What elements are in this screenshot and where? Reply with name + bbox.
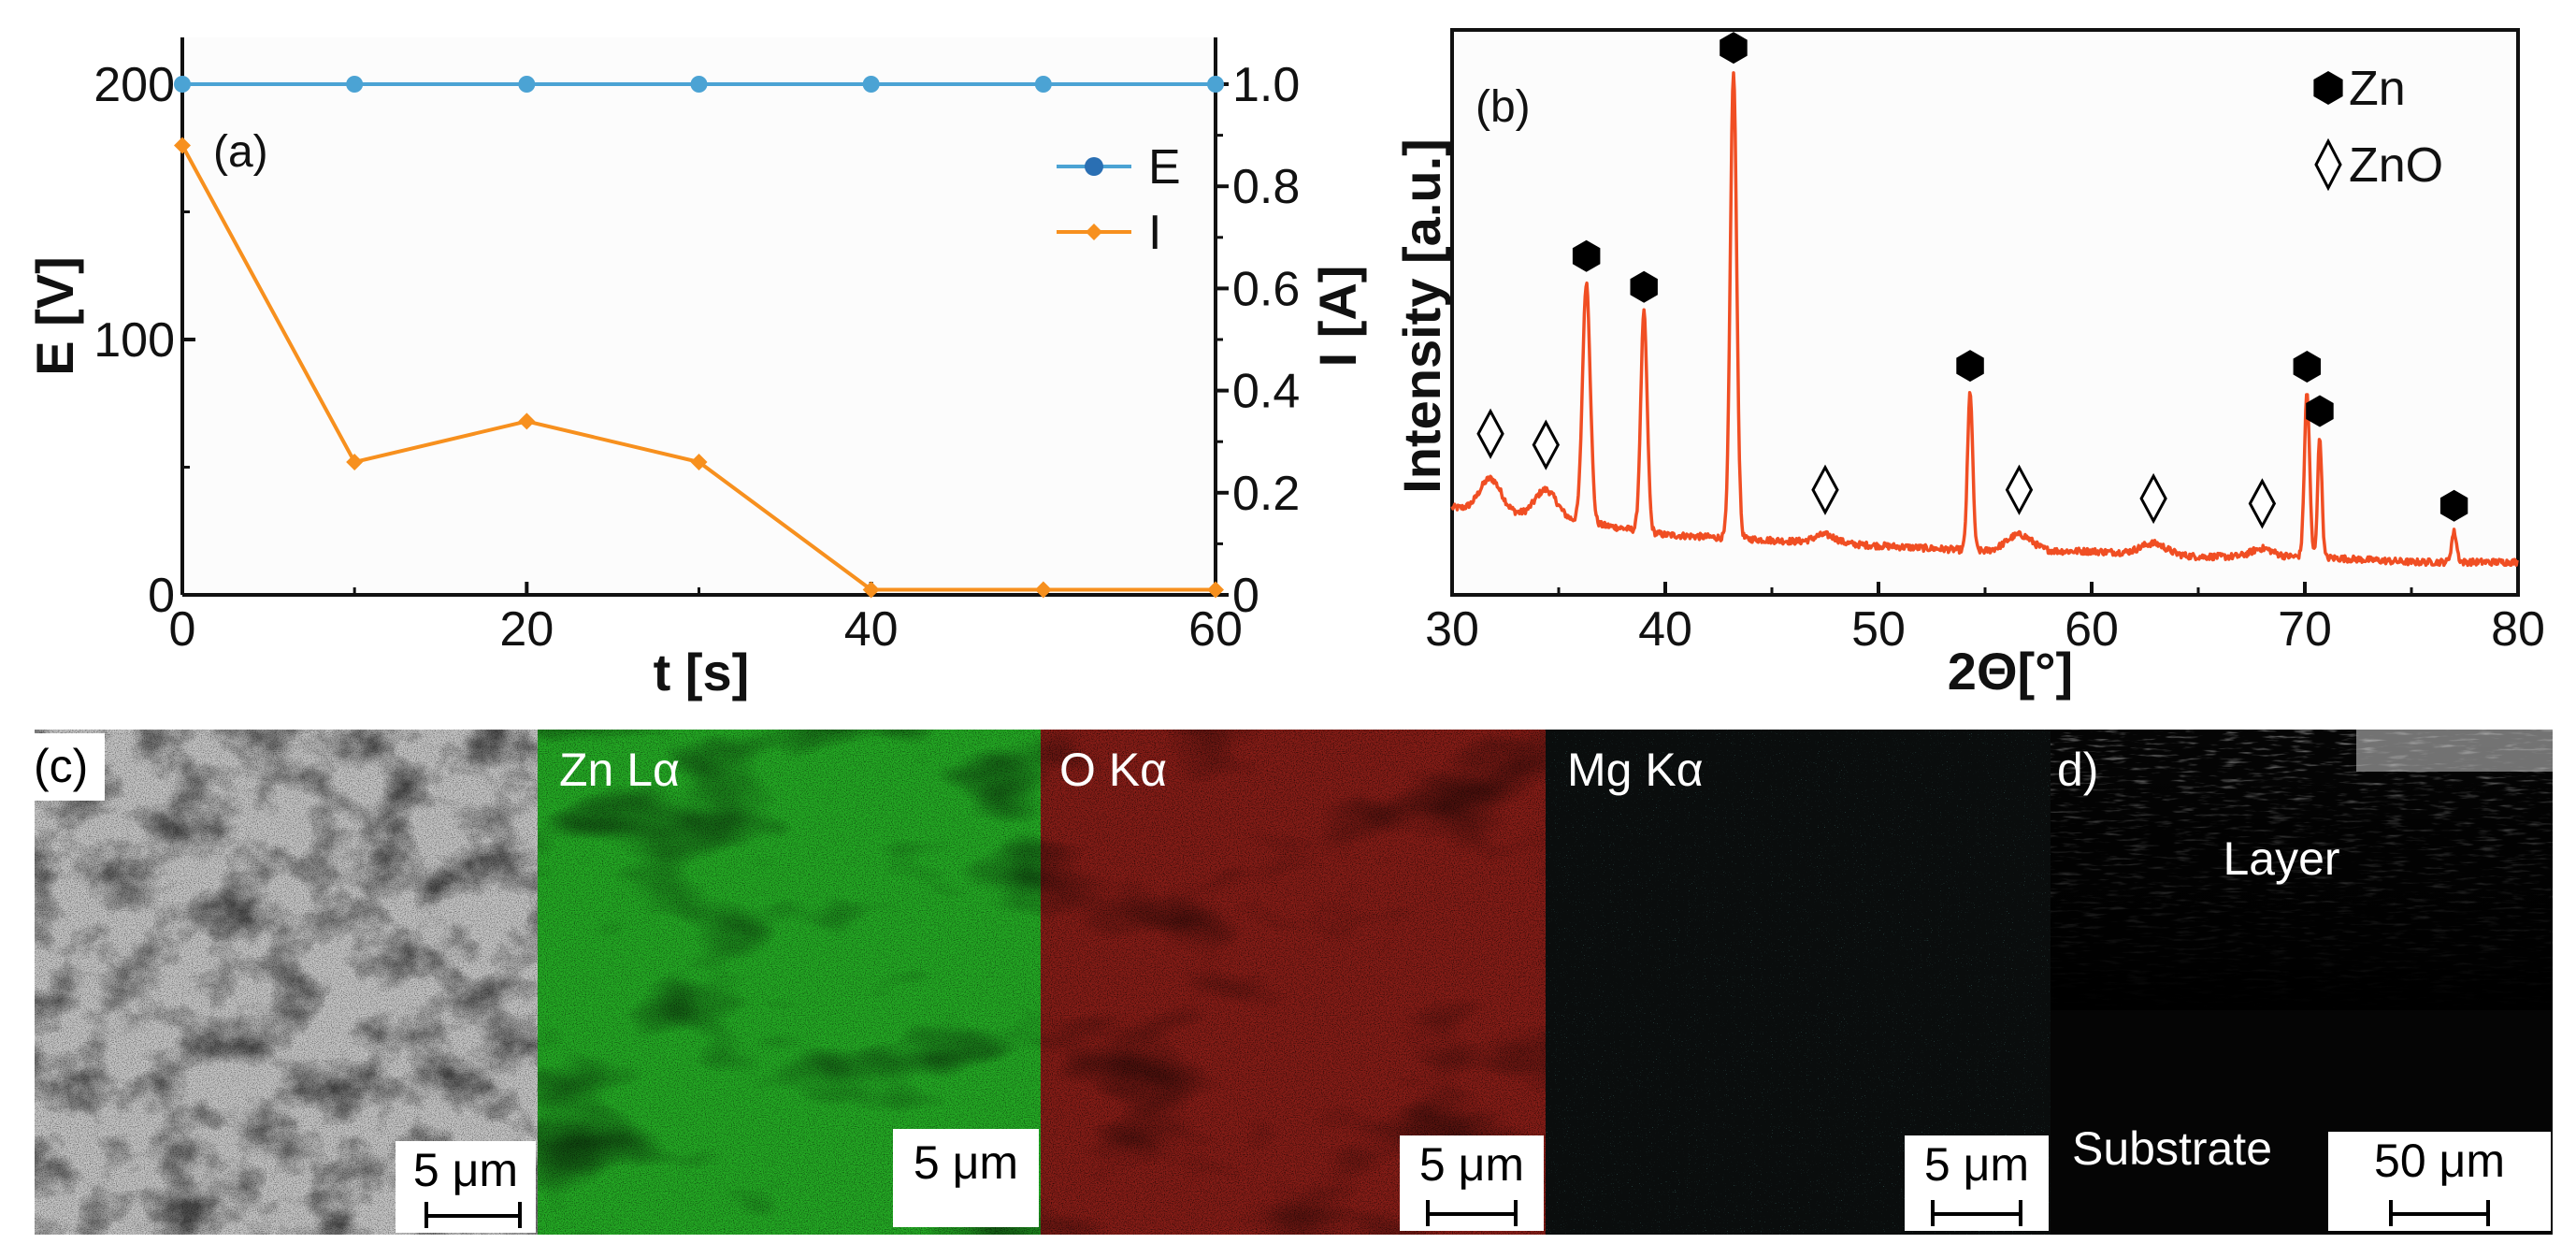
chart-b-legend-label: Zn [2349,62,2406,116]
chart-a-series-I-point [174,137,191,154]
chart-a-x-tick-label: 0 [169,602,196,657]
chart-a-legend-label-E: E [1148,140,1181,195]
zn-scale-bar: 5 μm [893,1129,1039,1227]
chart-b-y-axis-label: Intensity [a.u.] [1392,138,1451,494]
chart-a-y2-tick-label: 0.4 [1232,365,1300,419]
cross-scale-label: 50 μm [2374,1135,2505,1187]
chart-b-x-tick-label: 60 [2065,602,2119,657]
chart-a-legend: EI [1057,140,1181,260]
chart-b-frame [1450,28,2520,597]
chart-b-zno-peak-marker [2139,472,2167,525]
chart-b-zno-peak-marker [1811,464,1839,515]
mg-map-label: Mg Kα [1567,744,1704,796]
chart-b-zn-peak-marker [1956,350,1984,383]
chart-b-zno-peak-marker [1532,419,1561,470]
chart-b-legend-marker-zno [2314,137,2342,192]
chart-a-legend-marker-E [1085,157,1103,176]
chart-a-series-I-point [690,454,708,471]
chart-b-x-tick-label: 50 [1851,602,1906,657]
o-scale-bar: 5 μm [1400,1135,1544,1231]
chart-a-series-E-point [1034,76,1052,93]
o-map-label: O Kα [1059,744,1167,796]
panel-c-label: (c) [34,740,88,792]
chart-a-legend-label-I: I [1148,206,1161,260]
chart-b-zn-peak-marker [1630,270,1658,303]
chart-a-y2-tick-label: 0.2 [1232,467,1300,521]
zn-map-tile [538,730,1041,1235]
chart-a-series-E-point [518,76,536,93]
chart-a-series-E-point [346,76,364,93]
chart-a-y2-axis-label: I [A] [1308,266,1367,368]
sem-scale-bar: 5 μm [396,1141,536,1233]
chart-a-series-I-point [346,454,364,471]
chart-b-x-tick-label: 40 [1638,602,1692,657]
chart-a-y2-tick-label: 1.0 [1232,58,1300,112]
chart-b-zn-peak-marker [2306,395,2334,427]
chart-b-zno-peak-marker [2005,464,2034,515]
chart-b-panel-label: (b) [1475,82,1531,132]
chart-b-x-tick-label: 30 [1425,602,1479,657]
chart-b-zno-peak-marker [1476,408,1504,459]
chart-a-x-axis-label: t [s] [654,643,750,701]
sem-scale-label: 5 μm [413,1144,518,1196]
o-scale-label: 5 μm [1419,1138,1524,1191]
chart-a-series-I-point [1034,581,1052,599]
panel-d-label: d) [2057,744,2098,796]
chart-b-zn-peak-marker [2293,351,2321,383]
chart-a-series-I-point [518,412,536,430]
chart-b-x-axis-label: 2Θ[°] [1948,642,2073,701]
cross-section-tile [2051,730,2553,1235]
chart-a-series-I-point [1207,581,1224,599]
zn-scale-label: 5 μm [914,1136,1018,1189]
panel-c-label-box [28,733,105,801]
chart-a-x-tick-label: 60 [1188,602,1243,657]
chart-a-series-I-point [862,581,880,599]
chart-a-y-tick-label: 100 [94,313,175,368]
chart-a-y-axis-label: E [V] [25,256,84,376]
micrograph-strip: (c) Zn Lα O Kα Mg Kα d) Layer Substrate … [28,730,2553,1235]
chart-a-x-tick-label: 20 [499,602,554,657]
chart-b-x-tick-label: 70 [2278,602,2332,657]
chart-b-xrd-pattern [1450,71,2519,568]
chart-a-y-tick-label: 0 [148,569,175,623]
chart-a-plot-area [182,37,1216,595]
chart-a-panel-label: (a) [213,127,268,177]
layer-label: Layer [2223,832,2339,885]
zn-map-label: Zn Lα [559,744,680,796]
chart-b-legend-label: ZnO [2349,138,2443,193]
chart-a-series-E-point [862,76,880,93]
mg-scale-bar: 5 μm [1905,1135,2049,1231]
chart-a-y2-tick-label: 0.6 [1232,262,1300,316]
chart-b-legend-marker-zn [2313,71,2343,105]
chart-a-series-E-point [690,76,708,93]
chart-a-y-tick-label: 200 [94,58,175,112]
chart-b-legend: Zn ZnO [2313,62,2443,193]
mg-scale-label: 5 μm [1924,1138,2029,1191]
cross-scale-bar: 50 μm [2328,1132,2551,1231]
chart-a-x-tick-label: 40 [844,602,899,657]
chart-a-series-E-point [1207,76,1224,93]
substrate-label: Substrate [2072,1122,2272,1175]
chart-a-y2-tick-label: 0 [1232,569,1259,623]
chart-a-series-E-point [174,76,191,93]
chart-a-legend-marker-I [1086,224,1102,240]
chart-b-zn-peak-marker [1572,239,1601,272]
chart-b-zn-peak-marker [1720,32,1748,65]
chart-b-zn-peak-marker [2439,489,2468,522]
chart-a-y2-tick-label: 0.8 [1232,160,1300,214]
chart-b-x-tick-label: 80 [2491,602,2545,657]
chart-b: 30 40 50 60 70 80 (b) 2Θ[°] Intensity [a.u.] … [1392,28,2545,701]
chart-b-zno-peak-marker [2248,478,2277,529]
